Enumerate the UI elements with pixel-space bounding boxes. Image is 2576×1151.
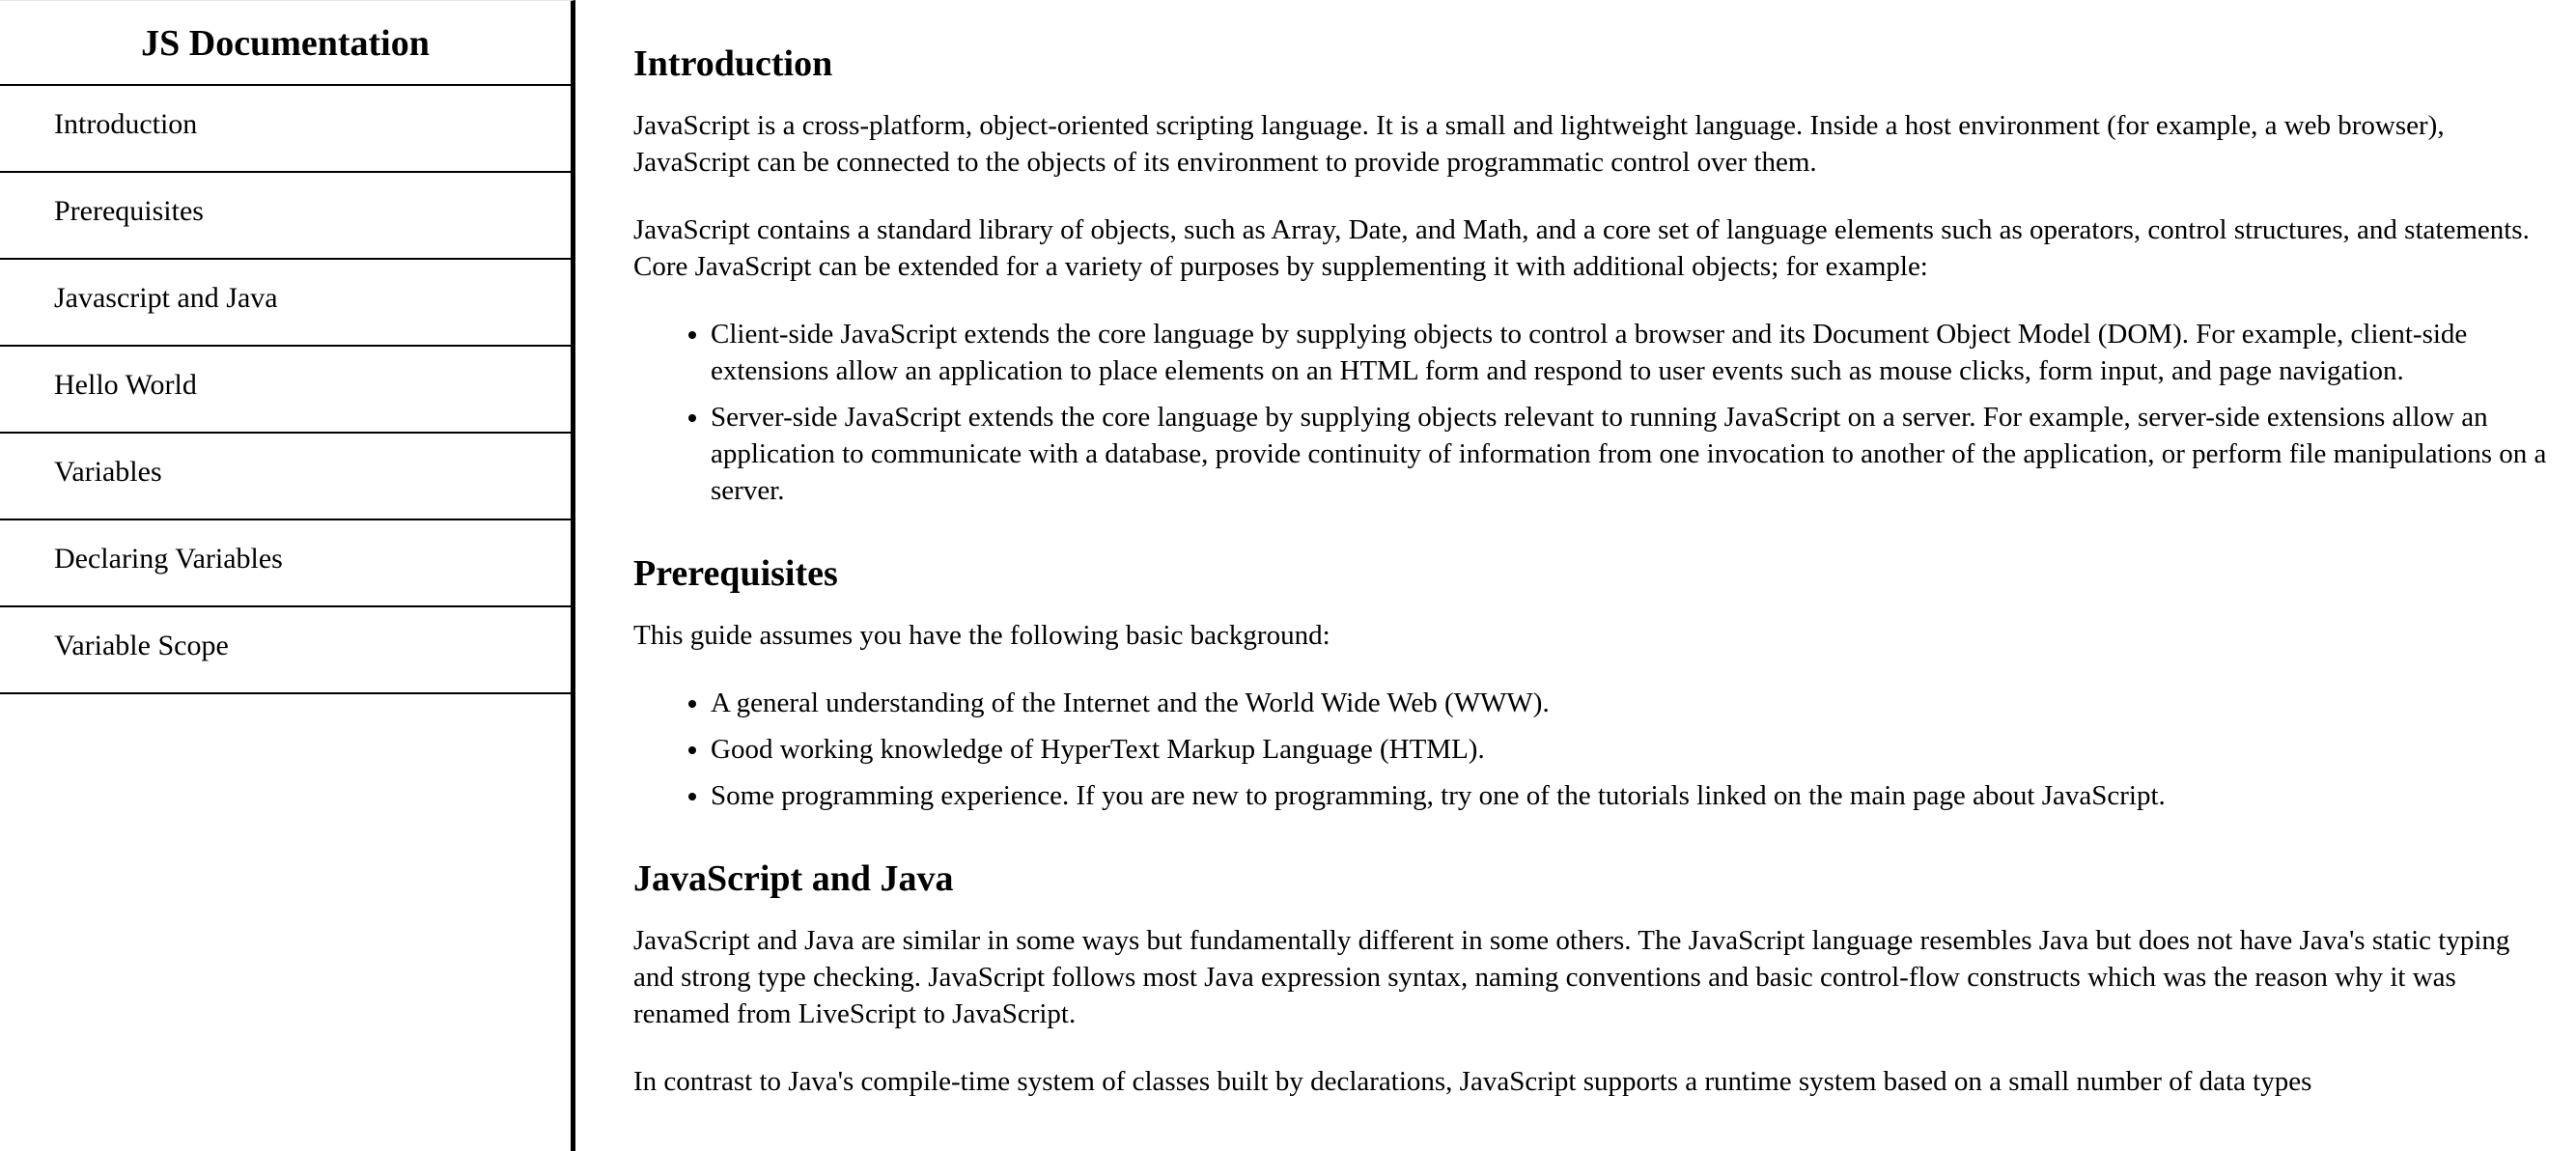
sidebar-item-introduction: Introduction xyxy=(0,86,571,173)
list-item: Client-side JavaScript extends the core … xyxy=(711,316,2550,389)
section-prerequisites: Prerequisites This guide assumes you hav… xyxy=(633,551,2550,814)
section-javascript-and-java: JavaScript and Java JavaScript and Java … xyxy=(633,856,2550,1100)
sidebar-item-hello-world: Hello World xyxy=(0,347,571,434)
paragraph: This guide assumes you have the followin… xyxy=(633,620,1330,651)
paragraph: JavaScript contains a standard library o… xyxy=(633,214,2530,282)
list-item: Good working knowledge of HyperText Mark… xyxy=(711,731,2550,768)
sidebar-title: JS Documentation xyxy=(0,1,571,86)
nav-link-declaring-variables[interactable]: Declaring Variables xyxy=(54,543,283,575)
sidebar-item-prerequisites: Prerequisites xyxy=(0,173,571,260)
nav-link-variables[interactable]: Variables xyxy=(54,456,162,488)
main-document: Introduction JavaScript is a cross-platf… xyxy=(633,0,2550,1151)
paragraph: In contrast to Java's compile-time syste… xyxy=(633,1066,2312,1097)
sidebar-item-variables: Variables xyxy=(0,434,571,520)
section-heading-introduction: Introduction xyxy=(633,43,833,84)
nav-link-introduction[interactable]: Introduction xyxy=(54,108,198,140)
section-heading-prerequisites: Prerequisites xyxy=(633,553,838,594)
list-item: Server-side JavaScript extends the core … xyxy=(711,399,2550,509)
sidebar-nav-list: Introduction Prerequisites Javascript an… xyxy=(0,86,571,694)
sidebar-nav: JS Documentation Introduction Prerequisi… xyxy=(0,0,575,1151)
section-introduction: Introduction JavaScript is a cross-platf… xyxy=(633,42,2550,509)
paragraph: JavaScript and Java are similar in some … xyxy=(633,925,2510,1029)
bullet-list: A general understanding of the Internet … xyxy=(633,685,2550,814)
sidebar-item-javascript-and-java: Javascript and Java xyxy=(0,260,571,347)
bullet-list: Client-side JavaScript extends the core … xyxy=(633,316,2550,509)
nav-link-javascript-and-java[interactable]: Javascript and Java xyxy=(54,282,278,314)
section-heading-javascript-and-java: JavaScript and Java xyxy=(633,858,954,899)
sidebar-item-declaring-variables: Declaring Variables xyxy=(0,520,571,607)
nav-link-hello-world[interactable]: Hello World xyxy=(54,369,197,401)
nav-link-prerequisites[interactable]: Prerequisites xyxy=(54,195,204,227)
nav-link-variable-scope[interactable]: Variable Scope xyxy=(54,630,229,661)
list-item: A general understanding of the Internet … xyxy=(711,685,2550,721)
sidebar-item-variable-scope: Variable Scope xyxy=(0,607,571,694)
paragraph: JavaScript is a cross-platform, object-o… xyxy=(633,110,2445,178)
list-item: Some programming experience. If you are … xyxy=(711,777,2550,814)
